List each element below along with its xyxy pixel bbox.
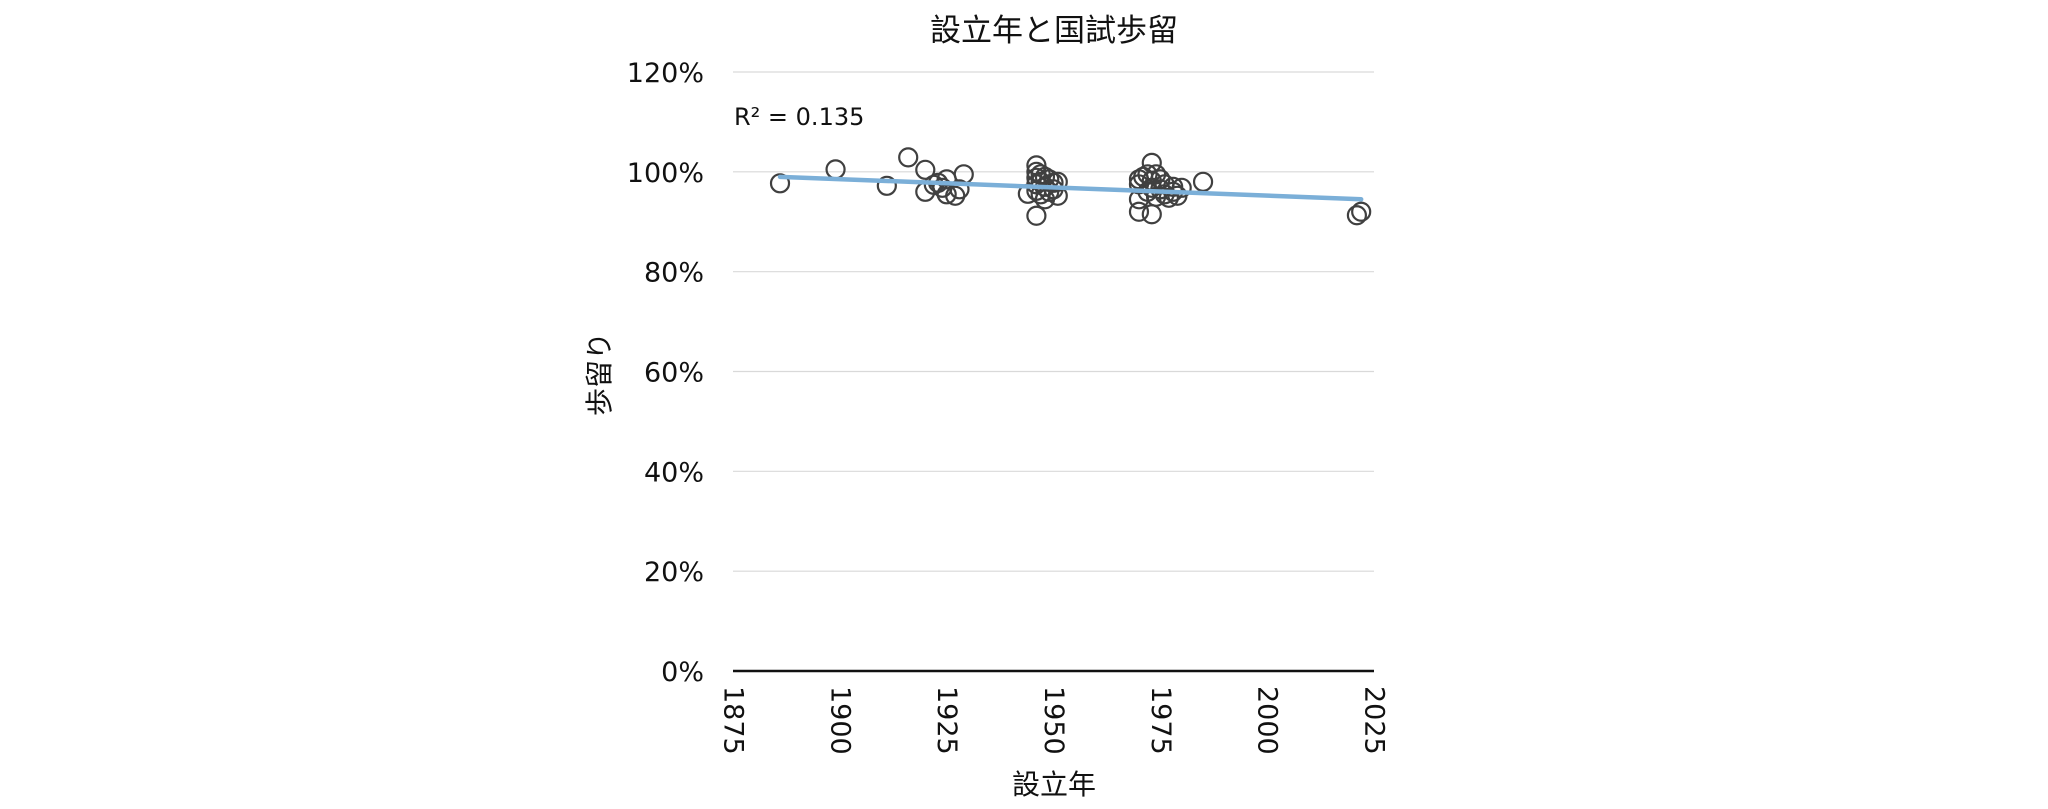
x-tick-label: 1875: [718, 686, 749, 755]
data-point: [825, 159, 846, 180]
chart-title: 設立年と国試歩留: [930, 13, 1178, 49]
r-squared-annotation: R² = 0.135: [734, 103, 864, 131]
data-point: [1047, 171, 1068, 192]
y-tick-label: 40%: [644, 457, 704, 488]
x-axis-label: 設立年: [1012, 768, 1096, 801]
gridlines: [733, 71, 1374, 572]
data-point: [1192, 171, 1214, 192]
y-tick-label: 0%: [661, 657, 704, 688]
trendline: [777, 174, 1364, 202]
data-point: [1141, 204, 1162, 225]
y-tick-label: 20%: [644, 557, 704, 588]
data-point: [876, 175, 897, 196]
y-tick-label: 120%: [627, 58, 704, 89]
data-point: [1026, 205, 1047, 226]
data-point: [1141, 152, 1162, 173]
y-tick-label: 80%: [644, 258, 704, 289]
x-tick-label: 1950: [1038, 686, 1069, 755]
x-tick-labels: 1875 1900 1925 1950 1975 2000 2025: [718, 686, 1390, 755]
y-tick-label: 100%: [627, 158, 704, 189]
x-tick-label: 1925: [931, 686, 962, 755]
x-tick-label: 2025: [1359, 686, 1390, 755]
data-point: [769, 173, 791, 194]
x-tick-label: 2000: [1252, 686, 1283, 755]
data-point: [1163, 176, 1184, 197]
y-axis-label: 歩留り: [583, 332, 616, 416]
data-point: [898, 147, 919, 168]
x-tick-label: 1900: [824, 686, 855, 755]
data-point: [915, 159, 936, 180]
x-tick-label: 1975: [1145, 686, 1176, 755]
y-tick-label: 60%: [644, 358, 704, 389]
data-point: [1171, 177, 1192, 198]
data-point: [1158, 187, 1179, 208]
data-points: [769, 147, 1372, 226]
data-point: [1351, 201, 1372, 222]
y-tick-labels: 0% 20% 40% 60% 80% 100% 120%: [627, 58, 704, 688]
data-point: [1128, 201, 1150, 222]
data-point: [949, 179, 970, 200]
data-point: [1346, 205, 1368, 226]
